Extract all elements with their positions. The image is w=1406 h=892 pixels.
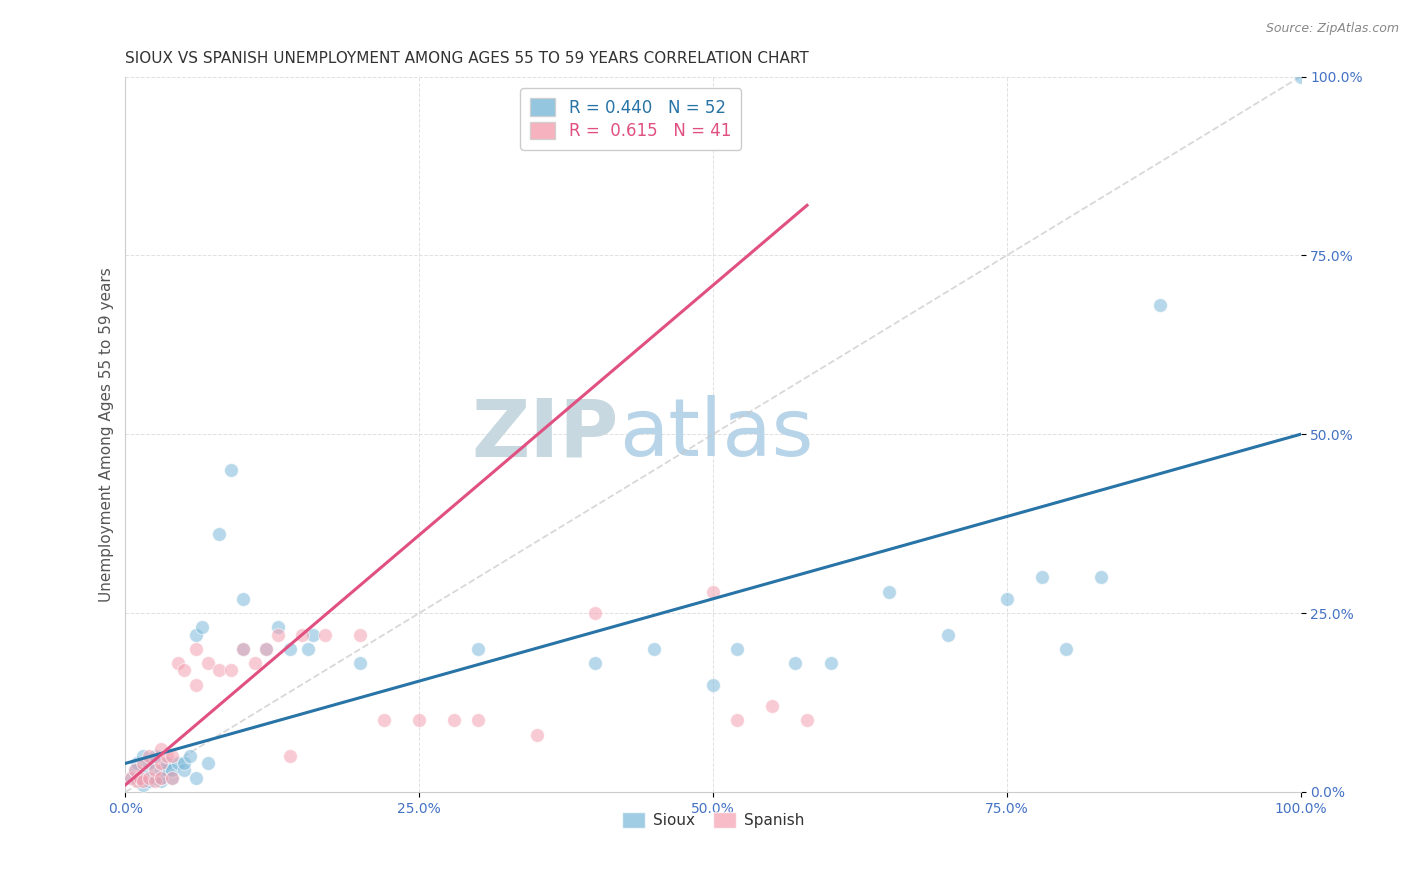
Point	[1149, 298, 1171, 312]
Point	[155, 756, 177, 771]
Point	[1031, 570, 1053, 584]
Point	[349, 656, 371, 670]
Point	[162, 764, 184, 778]
Legend: Sioux, Spanish: Sioux, Spanish	[616, 806, 810, 834]
Point	[526, 728, 548, 742]
Point	[208, 664, 231, 678]
Point	[173, 764, 195, 778]
Point	[162, 771, 184, 785]
Point	[297, 641, 319, 656]
Point	[132, 774, 155, 789]
Point	[1090, 570, 1112, 584]
Point	[138, 764, 160, 778]
Point	[179, 749, 201, 764]
Text: atlas: atlas	[619, 395, 814, 474]
Point	[162, 749, 184, 764]
Point	[725, 641, 748, 656]
Point	[796, 714, 818, 728]
Point	[132, 778, 155, 792]
Point	[995, 591, 1018, 606]
Point	[132, 756, 155, 771]
Point	[138, 749, 160, 764]
Point	[219, 463, 242, 477]
Point	[143, 774, 166, 789]
Point	[761, 699, 783, 714]
Point	[373, 714, 395, 728]
Point	[124, 764, 146, 778]
Point	[184, 678, 207, 692]
Point	[408, 714, 430, 728]
Point	[184, 641, 207, 656]
Point	[128, 771, 150, 785]
Point	[143, 764, 166, 778]
Point	[124, 764, 146, 778]
Text: SIOUX VS SPANISH UNEMPLOYMENT AMONG AGES 55 TO 59 YEARS CORRELATION CHART: SIOUX VS SPANISH UNEMPLOYMENT AMONG AGES…	[125, 51, 810, 66]
Point	[278, 749, 301, 764]
Point	[585, 606, 607, 620]
Point	[173, 664, 195, 678]
Point	[149, 771, 172, 785]
Point	[314, 627, 336, 641]
Point	[138, 771, 160, 785]
Point	[120, 771, 142, 785]
Point	[184, 627, 207, 641]
Point	[127, 774, 149, 789]
Point	[138, 756, 160, 771]
Point	[155, 764, 177, 778]
Point	[232, 591, 254, 606]
Point	[138, 774, 160, 789]
Point	[785, 656, 807, 670]
Point	[243, 656, 266, 670]
Point	[725, 714, 748, 728]
Point	[143, 771, 166, 785]
Point	[219, 664, 242, 678]
Y-axis label: Unemployment Among Ages 55 to 59 years: Unemployment Among Ages 55 to 59 years	[100, 267, 114, 601]
Point	[643, 641, 665, 656]
Point	[197, 656, 219, 670]
Point	[132, 749, 155, 764]
Point	[820, 656, 842, 670]
Point	[191, 620, 214, 634]
Point	[184, 771, 207, 785]
Point	[349, 627, 371, 641]
Point	[162, 771, 184, 785]
Point	[1054, 641, 1077, 656]
Point	[467, 641, 489, 656]
Text: Source: ZipAtlas.com: Source: ZipAtlas.com	[1265, 22, 1399, 36]
Point	[443, 714, 465, 728]
Point	[1289, 70, 1312, 84]
Point	[127, 771, 149, 785]
Point	[208, 527, 231, 541]
Point	[291, 627, 314, 641]
Point	[149, 756, 172, 771]
Point	[127, 756, 149, 771]
Point	[167, 756, 190, 771]
Point	[267, 627, 290, 641]
Point	[232, 641, 254, 656]
Point	[267, 620, 290, 634]
Point	[167, 656, 190, 670]
Point	[120, 771, 142, 785]
Point	[155, 749, 177, 764]
Point	[149, 774, 172, 789]
Point	[256, 641, 278, 656]
Point	[278, 641, 301, 656]
Point	[702, 584, 724, 599]
Point	[467, 714, 489, 728]
Point	[197, 756, 219, 771]
Point	[702, 678, 724, 692]
Point	[585, 656, 607, 670]
Point	[149, 764, 172, 778]
Point	[128, 771, 150, 785]
Text: ZIP: ZIP	[472, 395, 619, 474]
Point	[149, 742, 172, 756]
Point	[302, 627, 325, 641]
Point	[232, 641, 254, 656]
Point	[936, 627, 959, 641]
Point	[877, 584, 900, 599]
Point	[149, 771, 172, 785]
Point	[143, 749, 166, 764]
Point	[256, 641, 278, 656]
Point	[173, 756, 195, 771]
